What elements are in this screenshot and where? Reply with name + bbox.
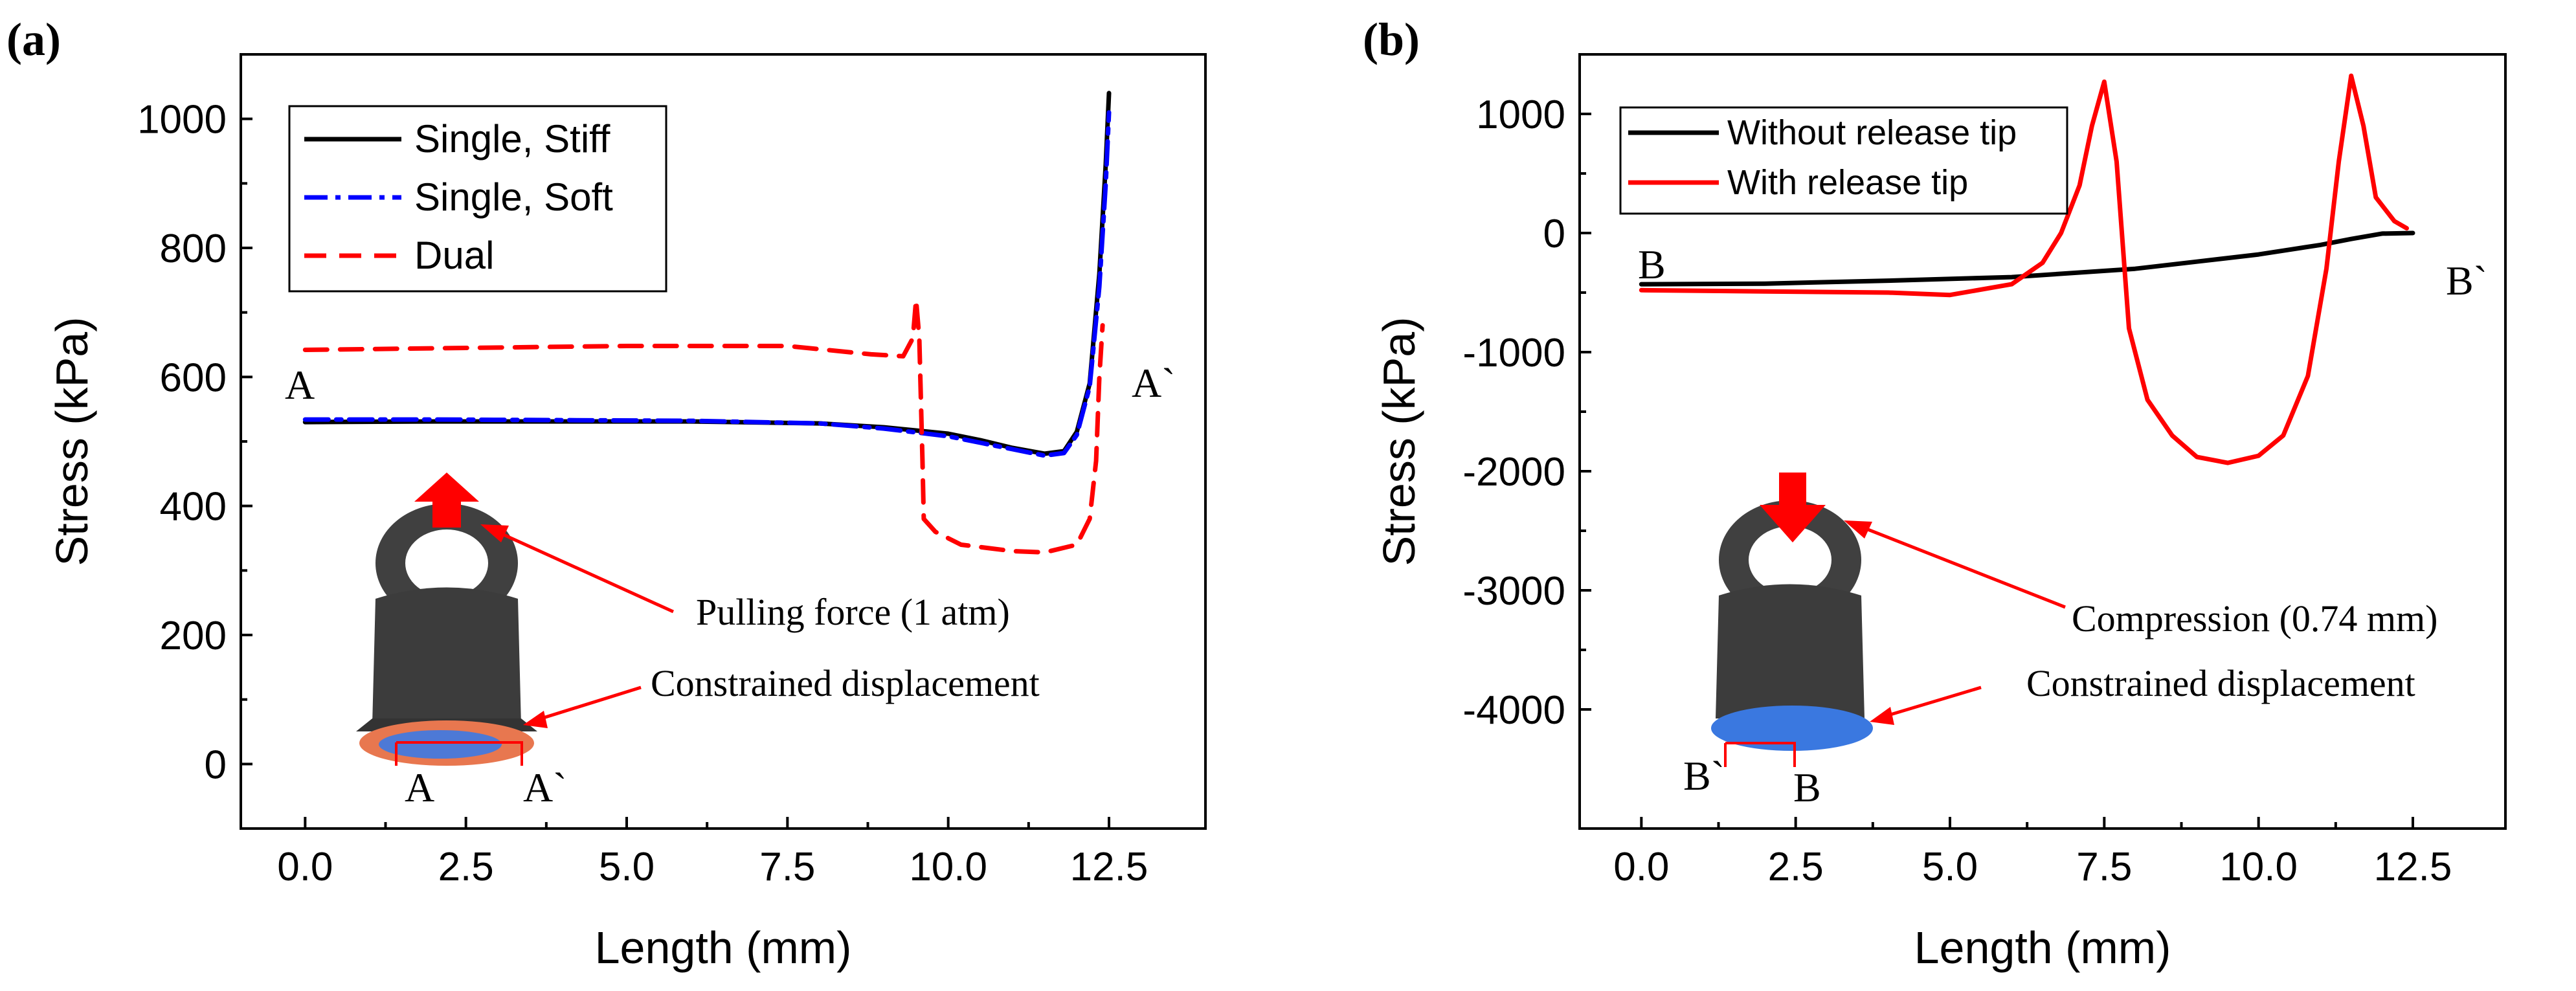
constraint-arrow-line xyxy=(530,685,642,724)
panel-b: (b) 0.0 2.5 5.0 7.5 10.0 12.5 -4000 -3000 -2000… xyxy=(1363,14,2507,973)
panel-a-legend: Single, Stiff Single, Soft Dual xyxy=(288,105,667,293)
x-tick-label: 10.0 xyxy=(909,845,987,889)
cup-contact-center xyxy=(379,730,502,759)
cut-bracket xyxy=(395,741,523,766)
legend-label-single-stiff: Single, Stiff xyxy=(414,117,610,161)
panel-b-constraint-text: Constrained displacement xyxy=(2026,662,2415,704)
force-arrow-line xyxy=(1857,524,2066,609)
cup-contact-face xyxy=(1711,706,1873,751)
force-arrowhead-icon xyxy=(1844,520,1872,539)
panel-a-cut-end-label: A` xyxy=(523,764,567,810)
panel-b-cut-start-label: B` xyxy=(1683,753,1725,799)
cup-body xyxy=(372,587,521,725)
legend-label-dual: Dual xyxy=(414,234,494,277)
y-tick-label: -1000 xyxy=(1462,331,1565,375)
panel-b-start-label: B xyxy=(1638,241,1666,287)
pull-arrow-icon xyxy=(414,473,479,528)
series-line-single-soft xyxy=(302,110,1112,458)
x-tick-label: 2.5 xyxy=(1768,845,1824,889)
panel-b-series xyxy=(1639,73,2415,465)
panel-a-constraint-text: Constrained displacement xyxy=(651,662,1040,704)
x-tick-label: 10.0 xyxy=(2219,845,2298,889)
compress-arrow-icon xyxy=(1760,473,1826,542)
force-arrow-line xyxy=(491,528,675,614)
panel-a: (a) 0.0 2.5 5.0 7.5 10.0 12.5 0 200 400 600 800 10… xyxy=(6,14,1207,973)
y-tick-label: -4000 xyxy=(1462,688,1565,733)
panel-b-x-ticks: 0.0 2.5 5.0 7.5 10.0 12.5 xyxy=(1613,817,2452,889)
panel-b-x-axis-title: Length (mm) xyxy=(1914,922,2171,973)
x-tick-label: 5.0 xyxy=(1922,845,1978,889)
x-tick-label: 0.0 xyxy=(1613,845,1669,889)
y-tick-label: 1000 xyxy=(1476,93,1565,137)
panel-b-y-axis-title: Stress (kPa) xyxy=(1374,317,1424,566)
cup-ring-hole xyxy=(1749,526,1831,594)
x-tick-label: 12.5 xyxy=(2374,845,2452,889)
cut-bracket xyxy=(1724,742,1796,767)
x-tick-label: 0.0 xyxy=(277,845,333,889)
y-tick-label: -3000 xyxy=(1462,569,1565,614)
y-tick-label: 200 xyxy=(160,614,227,658)
panel-b-axes-box xyxy=(1578,53,2507,830)
y-tick-label: -2000 xyxy=(1462,450,1565,495)
panel-a-force-text: Pulling force (1 atm) xyxy=(696,591,1010,633)
series-line-dual xyxy=(302,297,1105,555)
panel-a-end-label: A` xyxy=(1132,360,1176,406)
x-tick-label: 12.5 xyxy=(1070,845,1148,889)
x-tick-label: 7.5 xyxy=(2076,845,2132,889)
panel-b-end-label: B` xyxy=(2446,258,2487,304)
force-arrowhead-icon xyxy=(480,524,509,542)
constraint-arrow-line xyxy=(1877,685,1982,720)
series-line-with-release-tip xyxy=(1639,73,2409,465)
y-tick-label: 400 xyxy=(160,485,227,529)
series-line-without-release-tip xyxy=(1639,230,2415,287)
legend-label-without-tip: Without release tip xyxy=(1727,113,2017,152)
panel-a-y-axis-title: Stress (kPa) xyxy=(47,317,97,566)
panel-b-cup-illustration xyxy=(1711,473,1873,767)
y-tick-label: 0 xyxy=(1543,212,1565,256)
x-tick-label: 7.5 xyxy=(759,845,815,889)
panel-a-start-label: A xyxy=(285,362,315,408)
panel-a-y-ticks: 0 200 400 600 800 1000 xyxy=(137,98,252,787)
panel-b-legend-box xyxy=(1619,106,2068,215)
y-tick-label: 800 xyxy=(160,227,227,271)
x-tick-label: 5.0 xyxy=(599,845,655,889)
panel-b-cut-end-label: B xyxy=(1793,764,1821,810)
cup-ring-hole xyxy=(405,529,488,597)
panel-a-label: (a) xyxy=(6,14,61,65)
y-tick-label: 0 xyxy=(205,742,227,787)
panel-a-x-ticks: 0.0 2.5 5.0 7.5 10.0 12.5 xyxy=(277,817,1148,889)
y-tick-label: 1000 xyxy=(137,98,227,142)
legend-label-with-tip: With release tip xyxy=(1727,163,1968,202)
panel-a-series xyxy=(302,91,1112,555)
panel-a-cup-illustration xyxy=(356,473,537,766)
panel-b-force-text: Compression (0.74 mm) xyxy=(2072,597,2437,640)
constraint-arrowhead-icon xyxy=(523,711,548,728)
panel-b-legend: Without release tip With release tip xyxy=(1619,106,2068,215)
panel-a-x-axis-title: Length (mm) xyxy=(595,922,852,973)
y-tick-label: 600 xyxy=(160,355,227,400)
x-tick-label: 2.5 xyxy=(438,845,494,889)
panel-b-label: (b) xyxy=(1363,14,1420,65)
constraint-arrowhead-icon xyxy=(1870,707,1894,725)
legend-label-single-soft: Single, Soft xyxy=(414,175,613,219)
cup-body xyxy=(1716,584,1865,718)
panel-a-cut-start-label: A xyxy=(405,764,434,810)
panel-b-y-ticks: -4000 -3000 -2000 -1000 0 1000 xyxy=(1462,93,1591,733)
